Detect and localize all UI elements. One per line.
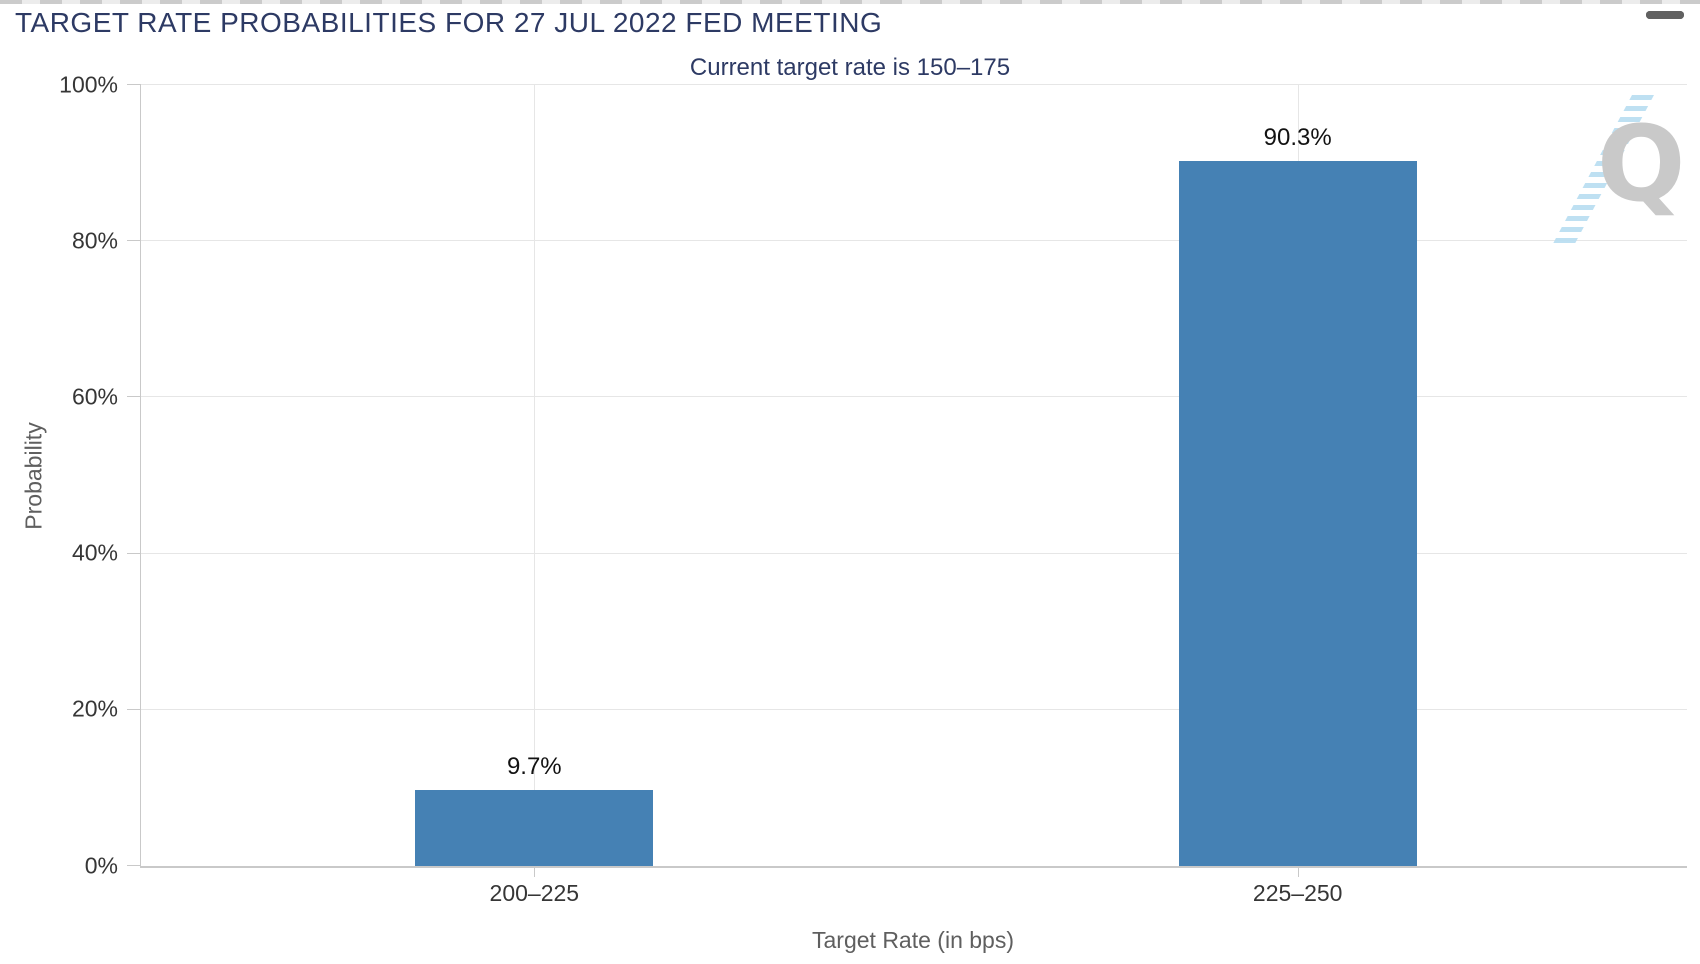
chart-title: TARGET RATE PROBABILITIES FOR 27 JUL 202… xyxy=(15,7,883,38)
x-axis-tick xyxy=(534,868,536,877)
y-axis-label: 20% xyxy=(71,695,118,722)
plot-area: 0% 20% 40% 60% 80% 100% 9.7% 200–225 90.… xyxy=(59,73,1687,906)
y-axis-tick xyxy=(127,708,141,710)
watermark-q-logo: Q xyxy=(1597,103,1686,225)
y-axis-tick xyxy=(127,865,141,866)
cropped-content-strip xyxy=(0,0,1700,4)
y-gridline-60: 60% xyxy=(72,385,1687,408)
hamburger-menu-icon xyxy=(1646,11,1684,19)
y-axis-tick xyxy=(127,240,141,242)
y-axis-label: 80% xyxy=(71,227,118,254)
bar-value-label: 90.3% xyxy=(1263,123,1332,151)
bar-225-250[interactable]: 90.3% xyxy=(1178,124,1417,866)
y-axis-label: 40% xyxy=(71,539,118,566)
x-category-label: 200–225 xyxy=(489,880,580,906)
y-axis-tick xyxy=(127,396,141,398)
category-225-250: 90.3% 225–250 xyxy=(141,85,1687,906)
y-axis-tick xyxy=(127,84,141,85)
y-axis-label: 0% xyxy=(84,852,118,878)
y-gridline-80: 80% xyxy=(72,229,1687,252)
y-gridline-100: 100% xyxy=(59,73,1687,96)
y-axis-label: 100% xyxy=(59,71,118,97)
y-gridline-20: 20% xyxy=(72,697,1687,720)
y-axis-tick xyxy=(127,552,141,554)
vertical-gridline xyxy=(534,85,536,866)
x-axis-tick xyxy=(1297,868,1299,877)
x-category-label: 225–250 xyxy=(1252,880,1343,906)
y-gridline-0: 0% xyxy=(85,854,1687,877)
y-axis-title: Probability xyxy=(20,422,47,530)
bar-200-225[interactable]: 9.7% xyxy=(415,753,654,866)
chart-subtitle: Current target rate is 150–175 xyxy=(689,54,1011,81)
category-200-225: 9.7% 200–225 xyxy=(141,85,1687,906)
x-axis-title: Target Rate (in bps) xyxy=(812,927,1014,953)
bar-value-label: 9.7% xyxy=(506,753,562,781)
y-axis-label: 60% xyxy=(71,383,118,410)
y-gridline-40: 40% xyxy=(72,541,1687,564)
